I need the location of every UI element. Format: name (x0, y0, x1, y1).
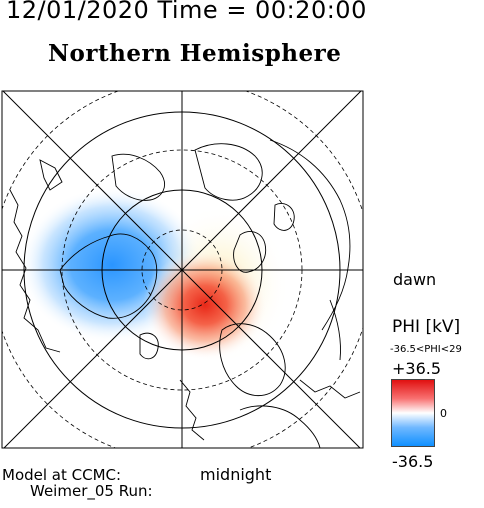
datetime-title: 12/01/2020 Time = 00:20:00 (6, 0, 367, 24)
model-run-label: Weimer_05 Run: (30, 482, 153, 500)
colorbar-max-label: +36.5 (392, 359, 442, 378)
colorbar-range: -36.5<PHI<29 (390, 344, 462, 355)
dawn-label: dawn (393, 270, 437, 289)
polar-map (1, 90, 364, 449)
colorbar-title: PHI [kV] (392, 317, 461, 337)
model-label: Model at CCMC: (2, 466, 122, 484)
hemisphere-title: Northern Hemisphere (48, 40, 342, 67)
colorbar (391, 379, 435, 447)
colorbar-min-label: -36.5 (392, 452, 434, 471)
meridian-lines (2, 91, 363, 448)
dawn-cell-red (143, 250, 267, 360)
midnight-label: midnight (200, 465, 272, 484)
colorbar-zero-label: 0 (440, 407, 447, 420)
